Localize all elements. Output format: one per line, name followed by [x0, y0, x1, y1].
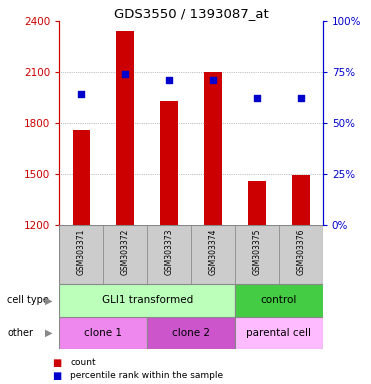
Bar	[73, 130, 90, 225]
Point	[122, 71, 128, 77]
Text: clone 2: clone 2	[172, 328, 210, 338]
Bar	[59, 317, 147, 349]
Bar	[204, 72, 222, 225]
Bar	[147, 317, 235, 349]
Bar	[147, 225, 191, 284]
Text: ▶: ▶	[45, 295, 52, 306]
Text: GSM303371: GSM303371	[77, 229, 86, 275]
Bar	[59, 284, 235, 317]
Text: GSM303372: GSM303372	[121, 229, 130, 275]
Text: GSM303374: GSM303374	[209, 229, 217, 275]
Text: count: count	[70, 358, 96, 367]
Bar	[59, 225, 103, 284]
Text: other: other	[7, 328, 33, 338]
Text: cell type: cell type	[7, 295, 49, 306]
Text: parental cell: parental cell	[246, 328, 311, 338]
Text: ■: ■	[52, 371, 61, 381]
Bar	[235, 317, 323, 349]
Text: control: control	[261, 295, 297, 306]
Title: GDS3550 / 1393087_at: GDS3550 / 1393087_at	[114, 7, 269, 20]
Bar	[103, 225, 147, 284]
Text: ▶: ▶	[45, 328, 52, 338]
Bar	[116, 31, 134, 225]
Point	[210, 77, 216, 83]
Point	[78, 91, 84, 98]
Text: GSM303375: GSM303375	[252, 229, 262, 275]
Point	[166, 77, 172, 83]
Text: GSM303373: GSM303373	[165, 229, 174, 275]
Bar	[235, 284, 323, 317]
Bar	[292, 175, 309, 225]
Text: GLI1 transformed: GLI1 transformed	[102, 295, 193, 306]
Text: clone 1: clone 1	[84, 328, 122, 338]
Text: ■: ■	[52, 358, 61, 368]
Bar	[235, 225, 279, 284]
Point	[254, 95, 260, 101]
Bar	[248, 180, 266, 225]
Text: GSM303376: GSM303376	[296, 229, 305, 275]
Text: percentile rank within the sample: percentile rank within the sample	[70, 371, 224, 380]
Point	[298, 95, 304, 101]
Bar	[160, 101, 178, 225]
Bar	[191, 225, 235, 284]
Bar	[279, 225, 323, 284]
